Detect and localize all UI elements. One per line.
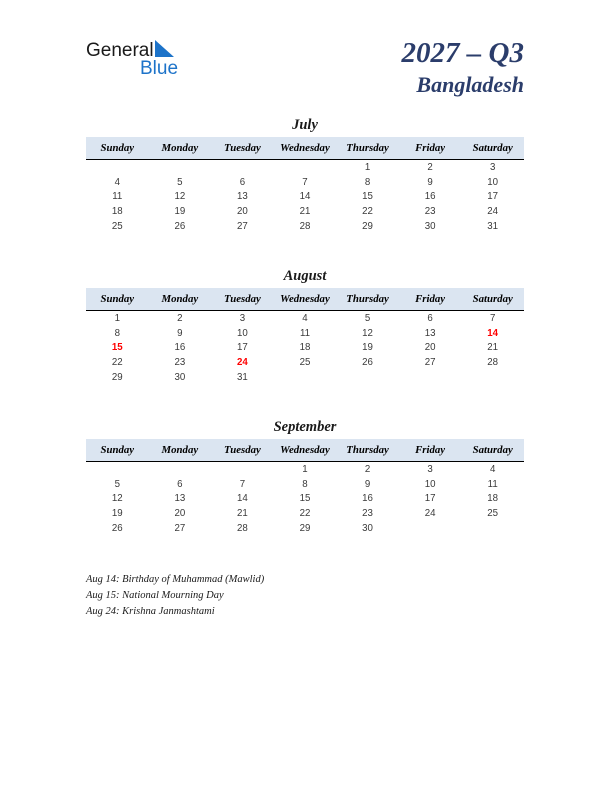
svg-text:Blue: Blue (140, 58, 178, 79)
